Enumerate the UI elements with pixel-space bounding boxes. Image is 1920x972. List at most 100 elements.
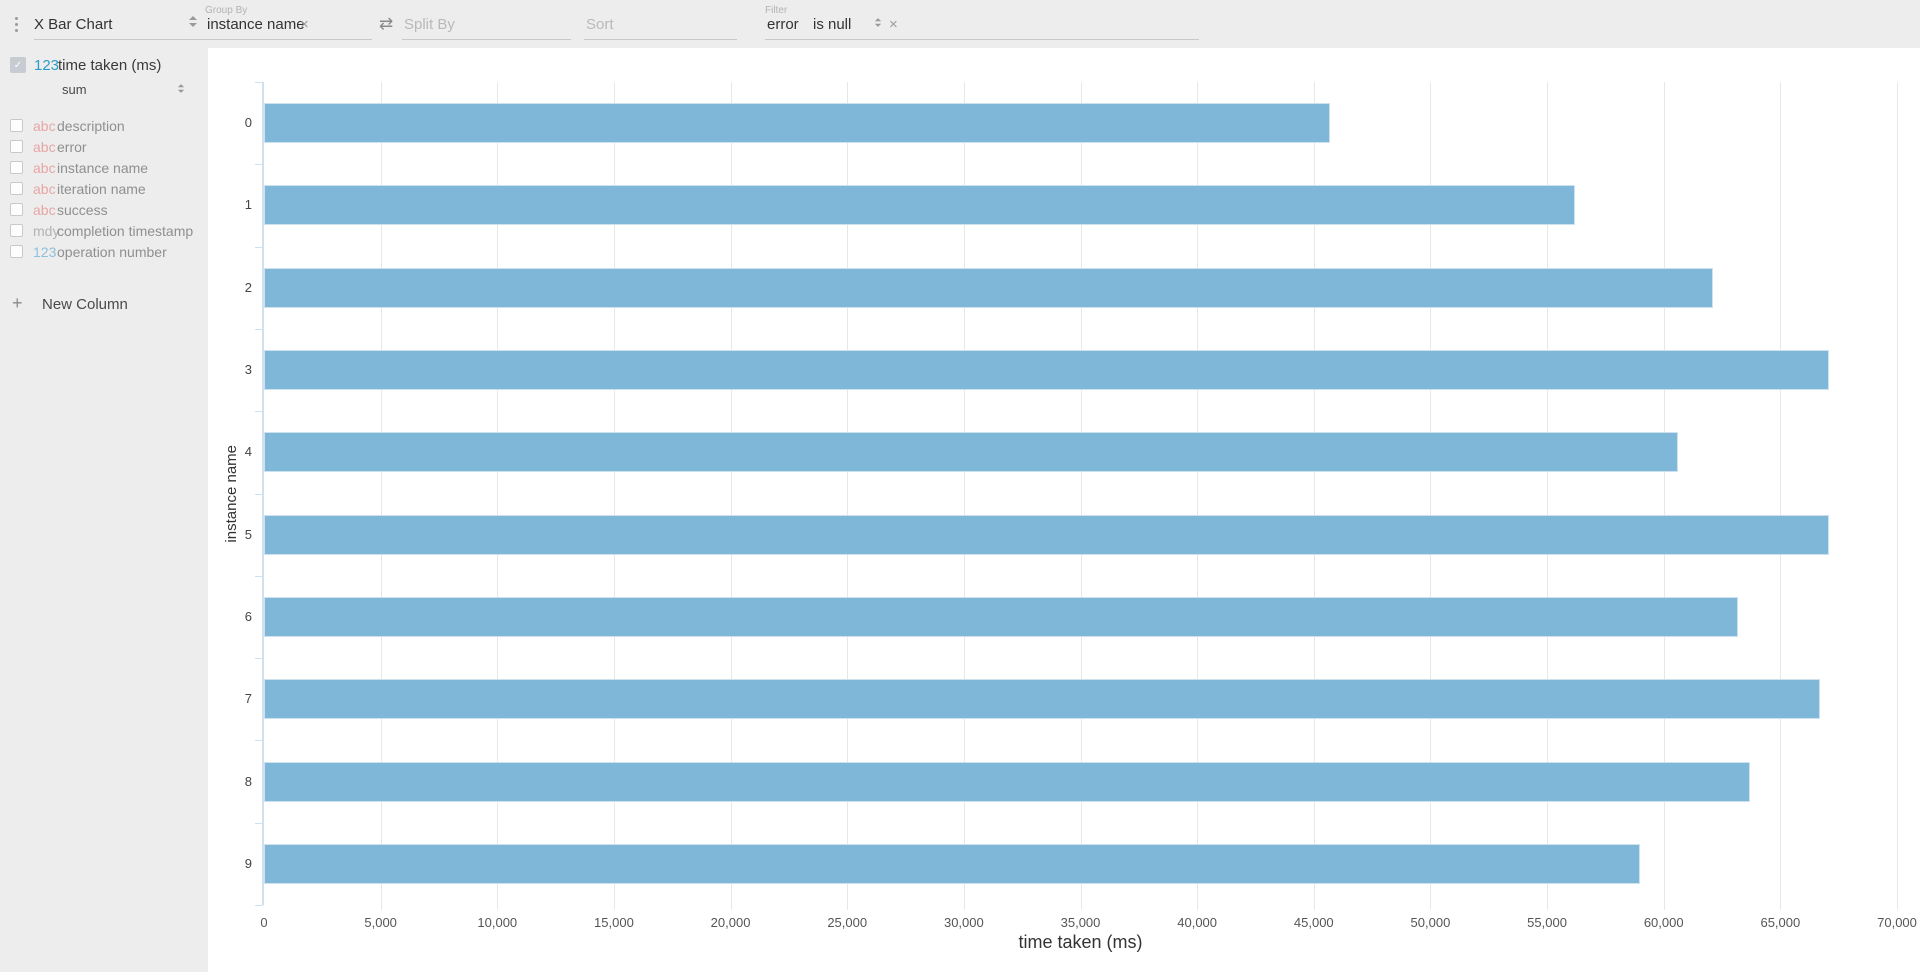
sidebar-column-row[interactable]: abc iteration name [0, 179, 208, 200]
x-tick-label: 30,000 [943, 915, 984, 930]
sidebar: ✓ 123 time taken (ms) sum abc description… [0, 48, 208, 972]
aggregation-select[interactable]: sum [0, 80, 208, 98]
gridline [497, 82, 499, 910]
column-name: success [57, 202, 108, 218]
gridline [1547, 82, 1549, 910]
sidebar-column-row[interactable]: abc description [0, 116, 208, 137]
bar-7 [264, 679, 1821, 720]
y-axis-tick [255, 164, 263, 166]
group-by-field[interactable]: Group By instance name × [205, 0, 372, 40]
filter-label: Filter [765, 5, 788, 16]
y-axis-tick [255, 740, 263, 742]
sidebar-column-row[interactable]: abc instance name [0, 158, 208, 179]
new-column-button[interactable]: + New Column [0, 292, 208, 316]
sidebar-column-row[interactable]: mdy completion timestamp [0, 221, 208, 242]
y-tick-label: 4 [244, 444, 252, 460]
y-tick-label: 1 [244, 197, 252, 213]
sidebar-column-row[interactable]: 123 operation number [0, 242, 208, 263]
filter-field[interactable]: Filter error is null × [765, 0, 1199, 40]
column-checkbox[interactable] [10, 245, 23, 258]
sort-placeholder: Sort [586, 16, 614, 33]
y-axis-tick [255, 658, 263, 660]
y-tick-label: 2 [244, 279, 252, 295]
bar-0 [264, 103, 1331, 144]
y-axis-title: instance name [222, 444, 240, 543]
column-name: iteration name [57, 181, 146, 197]
group-by-value: instance name [207, 16, 305, 33]
gridline [963, 82, 965, 910]
plus-icon: + [12, 293, 23, 313]
column-type-tag: abc [33, 118, 56, 134]
column-checkbox[interactable] [10, 140, 23, 153]
sidebar-column-row[interactable]: abc error [0, 137, 208, 158]
split-by-field[interactable]: Split By [402, 0, 571, 40]
column-name: error [57, 139, 87, 155]
filter-operator-value[interactable]: is null [813, 16, 852, 33]
metric-checkbox[interactable]: ✓ [10, 57, 26, 73]
column-type-tag: abc [33, 181, 56, 197]
x-tick-label: 65,000 [1760, 915, 1801, 930]
column-type-tag: abc [33, 202, 56, 218]
bar-8 [264, 761, 1751, 802]
y-tick-label: 9 [244, 855, 252, 871]
bar-4 [264, 432, 1678, 473]
metric-type-tag: 123 [34, 57, 60, 74]
column-checkbox[interactable] [10, 119, 23, 132]
column-checkbox[interactable] [10, 203, 23, 216]
sidebar-column-row[interactable]: abc success [0, 200, 208, 221]
bar-2 [264, 267, 1713, 308]
x-tick-label: 20,000 [710, 915, 751, 930]
y-axis-tick [255, 246, 263, 248]
remove-filter-icon[interactable]: × [889, 16, 898, 33]
y-axis-tick [255, 822, 263, 824]
bar-6 [264, 596, 1739, 637]
y-axis-tick [255, 411, 263, 413]
group-by-label: Group By [205, 5, 248, 16]
gridline [1080, 82, 1082, 910]
y-tick-label: 0 [244, 115, 252, 131]
filter-column-value[interactable]: error [767, 16, 799, 33]
column-name: operation number [57, 244, 167, 260]
x-tick-label: 15,000 [594, 915, 634, 930]
gridline [730, 82, 732, 910]
column-checkbox[interactable] [10, 224, 23, 237]
bar-3 [264, 350, 1830, 391]
column-checkbox[interactable] [10, 161, 23, 174]
y-axis-domain-line [262, 82, 264, 905]
chart-panel: 0 5,000 10,000 15,000 20,000 25,000 30,000 35,0… [208, 48, 1920, 972]
select-arrows-icon [177, 84, 185, 93]
x-tick-label: 60,000 [1643, 915, 1684, 930]
sort-field[interactable]: Sort [584, 0, 737, 40]
column-name: completion timestamp [57, 223, 194, 239]
column-name: instance name [57, 160, 149, 176]
y-tick-label: 5 [244, 526, 252, 542]
split-by-placeholder: Split By [404, 16, 455, 33]
x-tick-label: 55,000 [1527, 915, 1567, 930]
x-tick-label: 35,000 [1060, 915, 1101, 930]
chart-type-select[interactable]: X Bar Chart [34, 0, 206, 40]
y-tick-label: 7 [244, 691, 252, 707]
x-tick-label: 50,000 [1410, 915, 1451, 930]
gridline [1430, 82, 1432, 910]
gridline [1197, 82, 1199, 910]
remove-group-by-icon[interactable]: × [300, 16, 309, 33]
drag-handle-icon[interactable] [15, 17, 19, 32]
gridline [1897, 82, 1898, 910]
x-tick-label: 0 [260, 915, 268, 930]
gridline [1313, 82, 1315, 910]
metric-name: time taken (ms) [58, 57, 162, 74]
toolbar: X Bar Chart Group By instance name × ⇄ S… [0, 0, 1920, 48]
y-axis-tick [255, 82, 263, 83]
bar-chart: 0 5,000 10,000 15,000 20,000 25,000 30,000 35,0… [208, 48, 1920, 972]
y-tick-label: 8 [244, 773, 252, 789]
aggregation-value: sum [62, 82, 87, 97]
column-name: description [57, 118, 125, 134]
gridline [1663, 82, 1665, 910]
bar-5 [264, 514, 1830, 555]
x-tick-label: 25,000 [827, 915, 868, 930]
sidebar-metric-row[interactable]: ✓ 123 time taken (ms) [0, 56, 208, 76]
x-tick-label: 10,000 [477, 915, 518, 930]
column-checkbox[interactable] [10, 182, 23, 195]
swap-axes-icon[interactable]: ⇄ [379, 14, 394, 33]
x-tick-label: 5,000 [364, 915, 397, 930]
